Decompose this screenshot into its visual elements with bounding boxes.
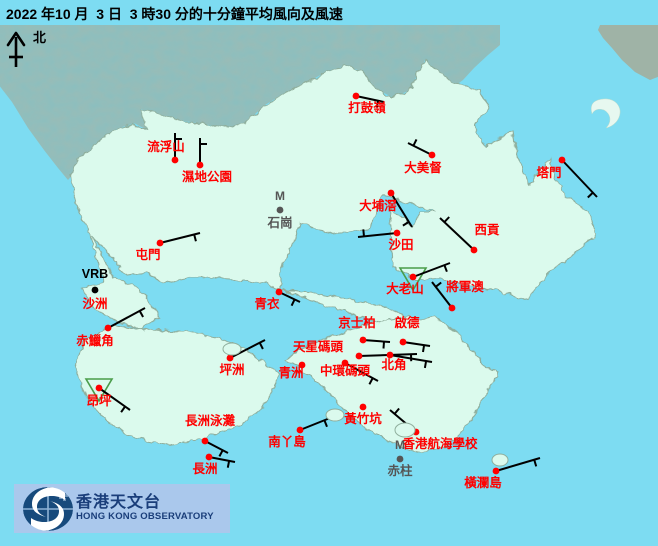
svg-text:赤鱲角: 赤鱲角 xyxy=(76,333,114,348)
svg-text:長洲: 長洲 xyxy=(192,461,217,476)
svg-text:香港航海學校: 香港航海學校 xyxy=(401,436,478,451)
svg-text:大老山: 大老山 xyxy=(386,281,424,296)
svg-text:石崗: 石崗 xyxy=(266,215,292,230)
svg-text:昂坪: 昂坪 xyxy=(86,393,112,408)
svg-text:南丫島: 南丫島 xyxy=(268,434,306,449)
svg-text:流浮山: 流浮山 xyxy=(147,139,185,154)
svg-text:坪洲: 坪洲 xyxy=(219,363,244,377)
svg-text:將軍澳: 將軍澳 xyxy=(446,279,484,294)
svg-text:青衣: 青衣 xyxy=(254,296,280,311)
svg-text:青洲: 青洲 xyxy=(278,365,303,380)
svg-text:M: M xyxy=(395,438,405,452)
svg-text:天星碼頭: 天星碼頭 xyxy=(293,339,344,354)
svg-text:打鼓嶺: 打鼓嶺 xyxy=(348,100,386,115)
svg-text:M: M xyxy=(275,189,285,203)
svg-text:京士柏: 京士柏 xyxy=(338,315,376,330)
svg-text:黃竹坑: 黃竹坑 xyxy=(343,411,382,426)
svg-text:中環碼頭: 中環碼頭 xyxy=(320,363,371,378)
svg-text:西貢: 西貢 xyxy=(474,223,500,237)
svg-text:VRB: VRB xyxy=(82,267,108,281)
svg-text:屯門: 屯門 xyxy=(135,247,160,262)
svg-text:沙洲: 沙洲 xyxy=(82,297,107,311)
svg-text:長洲泳灘: 長洲泳灘 xyxy=(185,413,236,428)
svg-text:赤柱: 赤柱 xyxy=(387,463,413,478)
svg-text:大埔滘: 大埔滘 xyxy=(359,198,397,213)
svg-text:塔門: 塔門 xyxy=(536,165,561,180)
svg-text:北角: 北角 xyxy=(381,357,406,372)
svg-text:啟德: 啟德 xyxy=(394,315,420,330)
svg-text:北: 北 xyxy=(33,30,46,45)
svg-text:濕地公園: 濕地公園 xyxy=(182,169,232,184)
svg-text:大美督: 大美督 xyxy=(404,160,442,175)
svg-text:橫瀾島: 橫瀾島 xyxy=(464,475,502,490)
svg-text:沙田: 沙田 xyxy=(388,238,413,252)
